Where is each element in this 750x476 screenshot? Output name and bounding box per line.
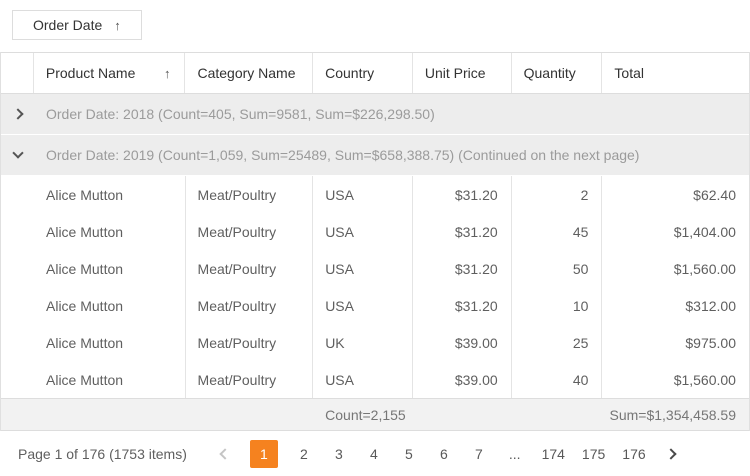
pager: Page 1 of 176 (1753 items) 1 2 3 4 5 6 7… <box>0 431 750 476</box>
table-row[interactable]: Alice Mutton Meat/Poultry USA $31.20 10 … <box>1 287 749 324</box>
cell-category-name: Meat/Poultry <box>186 287 314 324</box>
group-row-2018[interactable]: Order Date: 2018 (Count=405, Sum=9581, S… <box>1 94 749 134</box>
table-row[interactable]: Alice Mutton Meat/Poultry USA $39.00 40 … <box>1 361 749 398</box>
cell-total: $1,404.00 <box>673 223 736 240</box>
header-category-name-label: Category Name <box>197 65 296 81</box>
chevron-right-icon <box>11 108 24 120</box>
footer-spacer <box>1 399 313 430</box>
cell-product-name: Alice Mutton <box>1 361 186 398</box>
table-row[interactable]: Alice Mutton Meat/Poultry USA $31.20 45 … <box>1 213 749 250</box>
cell-category-name: Meat/Poultry <box>186 176 314 213</box>
summary-footer: Count=2,155 Sum=$1,354,458.59 <box>1 398 749 431</box>
cell-total: $1,560.00 <box>673 371 736 388</box>
cell-quantity: 2 <box>512 176 603 213</box>
grid-header-row: Product Name ↑ Category Name Country Uni… <box>1 52 749 94</box>
pager-page-176[interactable]: 176 <box>622 445 646 462</box>
group-chip-label: Order Date <box>33 17 103 33</box>
pager-page-174[interactable]: 174 <box>541 445 565 462</box>
pager-prev-button[interactable] <box>217 446 233 462</box>
group-row-label: Order Date: 2019 (Count=1,059, Sum=25489… <box>46 147 640 163</box>
footer-count-summary: Count=2,155 <box>325 406 406 423</box>
cell-unit-price: $31.20 <box>413 250 512 287</box>
cell-country: USA <box>313 361 413 398</box>
cell-total: $312.00 <box>685 297 736 314</box>
pager-page-6[interactable]: 6 <box>439 445 448 462</box>
cell-category-name: Meat/Poultry <box>186 213 314 250</box>
table-row[interactable]: Alice Mutton Meat/Poultry USA $31.20 50 … <box>1 250 749 287</box>
footer-sum-summary: Sum=$1,354,458.59 <box>609 406 736 423</box>
sort-ascending-icon: ↑ <box>114 17 121 33</box>
pager-page-7[interactable]: 7 <box>474 445 483 462</box>
header-country-label: Country <box>325 65 375 81</box>
group-chip-order-date[interactable]: Order Date ↑ <box>12 10 142 40</box>
cell-total: $975.00 <box>685 334 736 351</box>
cell-country: UK <box>313 324 413 361</box>
expand-button[interactable] <box>1 108 34 120</box>
cell-country: USA <box>313 213 413 250</box>
chevron-left-icon <box>219 447 231 460</box>
chevron-down-icon <box>11 147 24 159</box>
header-unit-price-label: Unit Price <box>424 65 486 81</box>
header-total-label: Total <box>614 65 644 81</box>
header-category-name[interactable]: Category Name <box>185 53 314 93</box>
pager-page-5[interactable]: 5 <box>404 445 413 462</box>
cell-unit-price: $39.00 <box>413 361 512 398</box>
pager-pages: 1 2 3 4 5 6 7 ... 174 175 176 <box>217 439 679 468</box>
cell-unit-price: $39.00 <box>413 324 512 361</box>
header-country[interactable]: Country <box>313 53 413 93</box>
cell-country: USA <box>313 176 413 213</box>
cell-total: $62.40 <box>693 186 736 203</box>
cell-product-name: Alice Mutton <box>1 176 186 213</box>
header-unit-price[interactable]: Unit Price <box>413 53 512 93</box>
pager-page-2[interactable]: 2 <box>299 445 308 462</box>
cell-category-name: Meat/Poultry <box>186 361 314 398</box>
pager-info: Page 1 of 176 (1753 items) <box>18 445 187 462</box>
cell-total: $1,560.00 <box>673 260 736 277</box>
cell-quantity: 50 <box>512 250 603 287</box>
header-quantity[interactable]: Quantity <box>512 53 603 93</box>
cell-unit-price: $31.20 <box>413 213 512 250</box>
header-product-name-label: Product Name <box>45 65 136 81</box>
cell-unit-price: $31.20 <box>413 287 512 324</box>
pager-page-4[interactable]: 4 <box>369 445 378 462</box>
cell-category-name: Meat/Poultry <box>186 250 314 287</box>
header-total[interactable]: Total <box>602 53 749 93</box>
header-quantity-label: Quantity <box>523 65 576 81</box>
cell-product-name: Alice Mutton <box>1 287 186 324</box>
table-row[interactable]: Alice Mutton Meat/Poultry UK $39.00 25 $… <box>1 324 749 361</box>
group-panel: Order Date ↑ <box>0 0 750 52</box>
cell-country: USA <box>313 287 413 324</box>
cell-product-name: Alice Mutton <box>1 250 186 287</box>
pager-page-1[interactable]: 1 <box>249 439 278 468</box>
data-grid: Product Name ↑ Category Name Country Uni… <box>0 52 750 431</box>
cell-category-name: Meat/Poultry <box>186 324 314 361</box>
cell-quantity: 10 <box>512 287 603 324</box>
cell-country: USA <box>313 250 413 287</box>
header-product-name[interactable]: Product Name ↑ <box>34 53 186 93</box>
group-row-label: Order Date: 2018 (Count=405, Sum=9581, S… <box>46 106 435 122</box>
cell-product-name: Alice Mutton <box>1 213 186 250</box>
cell-unit-price: $31.20 <box>413 176 512 213</box>
cell-quantity: 45 <box>512 213 603 250</box>
cell-quantity: 40 <box>512 361 603 398</box>
cell-quantity: 25 <box>512 324 603 361</box>
pager-page-175[interactable]: 175 <box>581 445 606 462</box>
cell-product-name: Alice Mutton <box>1 324 186 361</box>
header-expand-column <box>1 53 34 93</box>
pager-page-3[interactable]: 3 <box>334 445 343 462</box>
sort-ascending-icon: ↑ <box>163 65 171 81</box>
pager-ellipsis: ... <box>508 445 521 462</box>
collapse-button[interactable] <box>1 147 34 159</box>
group-row-2019[interactable]: Order Date: 2019 (Count=1,059, Sum=25489… <box>1 135 749 175</box>
chevron-right-icon <box>664 447 677 460</box>
table-row[interactable]: Alice Mutton Meat/Poultry USA $31.20 2 $… <box>1 176 749 213</box>
pager-next-button[interactable] <box>663 446 679 462</box>
